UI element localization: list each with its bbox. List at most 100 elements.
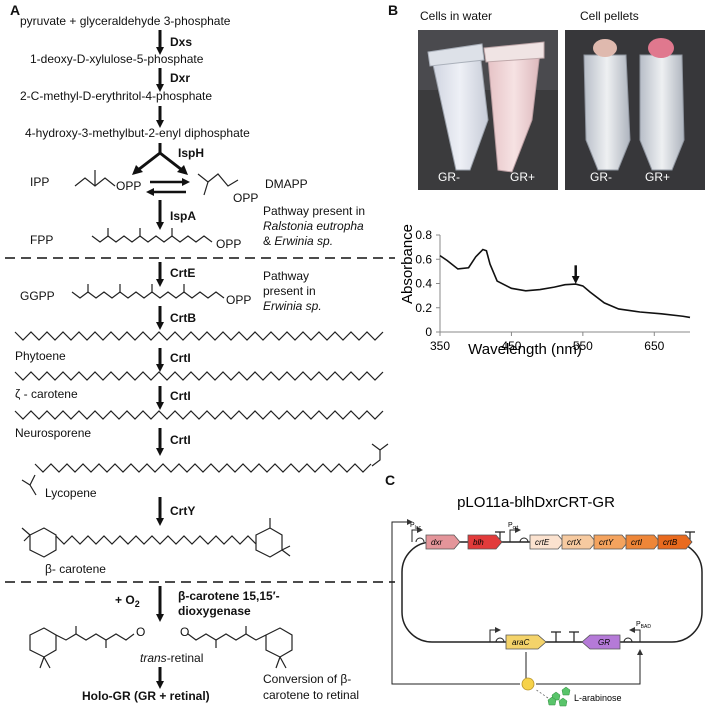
chart-xlabel: Wavelength (nm) [468,341,582,358]
note2-line1: Pathway [263,269,309,283]
gene-label-dxr: dxr [431,538,442,547]
retinal-chain-left [55,633,135,641]
fpp-structure [91,235,213,243]
retinal-chain-right [187,633,267,641]
x-tick-label: 350 [430,339,450,353]
water-gr-minus-label: GR- [438,170,460,184]
promoter-bad-label: PBAD [636,621,651,630]
conversion-line1: Conversion of β- [263,672,351,686]
regulatory-cassette: araC GR PBAD [489,621,651,650]
rbs-gr [623,637,633,643]
photo-cells-in-water: GR- GR+ [418,30,558,190]
zeta-carotene-label: ζ - carotene [15,387,78,401]
aldehyde-left: O [136,625,145,639]
fpp-opp: OPP [216,237,241,251]
enzyme-crti-2: CrtI [170,389,191,403]
lycopene-structure [34,463,372,473]
dioxygenase-line1: β-carotene 15,15′- [178,589,280,603]
mep-label: 2-C-methyl-D-erythritol-4-phosphate [20,89,212,103]
gene-crtx [561,534,597,550]
retinal-ring-left [29,627,57,669]
absorbance-chart: 0 0.2 0.4 0.6 0.8 350 450 550 650 [415,228,691,353]
enzyme-crte: CrtE [170,266,195,280]
pellet-gr-minus [593,39,617,57]
gene-label-crtb: crtB [663,538,678,547]
conversion-line2: carotene to retinal [263,688,359,702]
tube-cap-plus [483,41,545,63]
rbs-1 [415,537,425,543]
photo-water-title: Cells in water [420,9,492,23]
isph-arrowhead-left [132,165,143,175]
ggpp-branches [87,284,185,292]
zeta-carotene-structure [14,371,384,381]
hmbpp-label: 4-hydroxy-3-methylbut-2-enyl diphosphate [25,126,250,140]
o2-label: + O2 [115,593,140,609]
y-tick-label: 0.2 [415,301,432,315]
gr-gene [581,634,621,650]
ggpp-structure [71,291,225,299]
promoter-crt-label: Pcrt [508,522,519,531]
gene-blh [467,534,503,550]
rbs-2 [519,537,529,543]
promoter-lac [411,527,423,542]
gene-label-blh: blh [473,538,484,547]
gene-crte [529,534,565,550]
neurosporene-structure [14,410,384,420]
beta-carotene-chain [55,535,257,545]
retinal-left-branches [75,626,107,648]
terminator-arac [551,631,561,642]
gene-label-crtx: crtX [567,538,582,547]
y-tick-label: 0.6 [415,252,432,266]
note1-line2: Ralstonia eutropha [263,219,364,233]
x-tick-label: 450 [501,339,521,353]
enzyme-crti-3: CrtI [170,433,191,447]
terminator-gr [569,631,579,642]
enzyme-dxr: Dxr [170,71,190,85]
promoter-crt [509,527,521,542]
neurosporene-label: Neurosporene [15,426,91,440]
y-tick-label: 0 [425,325,432,339]
gene-label-crti: crtI [631,538,643,547]
y-tick-label: 0.4 [415,277,432,291]
note2-line3: Erwinia sp. [263,299,322,313]
retinal-label: trans-retinal [140,651,203,665]
beta-carotene-label: β- carotene [45,562,106,576]
panel-b-label: B [388,2,398,18]
dmapp-branch [203,181,209,196]
water-gr-plus-label: GR+ [510,170,535,184]
enzyme-isph: IspH [178,146,204,160]
note1-line1: Pathway present in [263,204,365,218]
arac-gene [505,634,547,650]
promoter-lac-label: Plac [410,522,422,531]
panel-c-label: C [385,472,395,488]
pellet-gr-minus-label: GR- [590,170,612,184]
ipp-opp: OPP [116,179,141,193]
plasmid-backbone [401,541,703,643]
lac-feedback-line [391,519,520,685]
aldehyde-right: O [180,625,189,639]
retinal-ring-right [265,627,293,669]
beta-carotene-ring-right [255,518,291,558]
phytoene-structure [14,331,384,341]
ggpp-opp: OPP [226,293,251,307]
panel-a-label: A [10,2,20,18]
chart-ylabel: Absorbance [399,224,416,304]
enzyme-ispa: IspA [170,209,196,223]
pyruvate-label: pyruvate + glyceraldehyde 3-phosphate [20,14,231,28]
y-tick-label: 0.8 [415,228,432,242]
ipp-label: IPP [30,175,49,189]
absorbance-series-line [439,248,691,319]
x-tick-label: 550 [573,339,593,353]
dioxygenase-line2: dioxygenase [178,604,251,618]
lycopene-end-right [371,443,389,467]
tube-cap-minus [427,43,485,67]
fpp-label: FPP [30,233,53,247]
photo-pellet-title: Cell pellets [580,9,639,23]
rbs-arac [495,637,505,643]
lycopene-label: Lycopene [45,486,97,500]
fpp-branches [107,228,173,236]
lycopene-end-left [21,474,37,496]
gene-crty [593,534,629,550]
tube-gr-minus-pellet [583,54,631,171]
